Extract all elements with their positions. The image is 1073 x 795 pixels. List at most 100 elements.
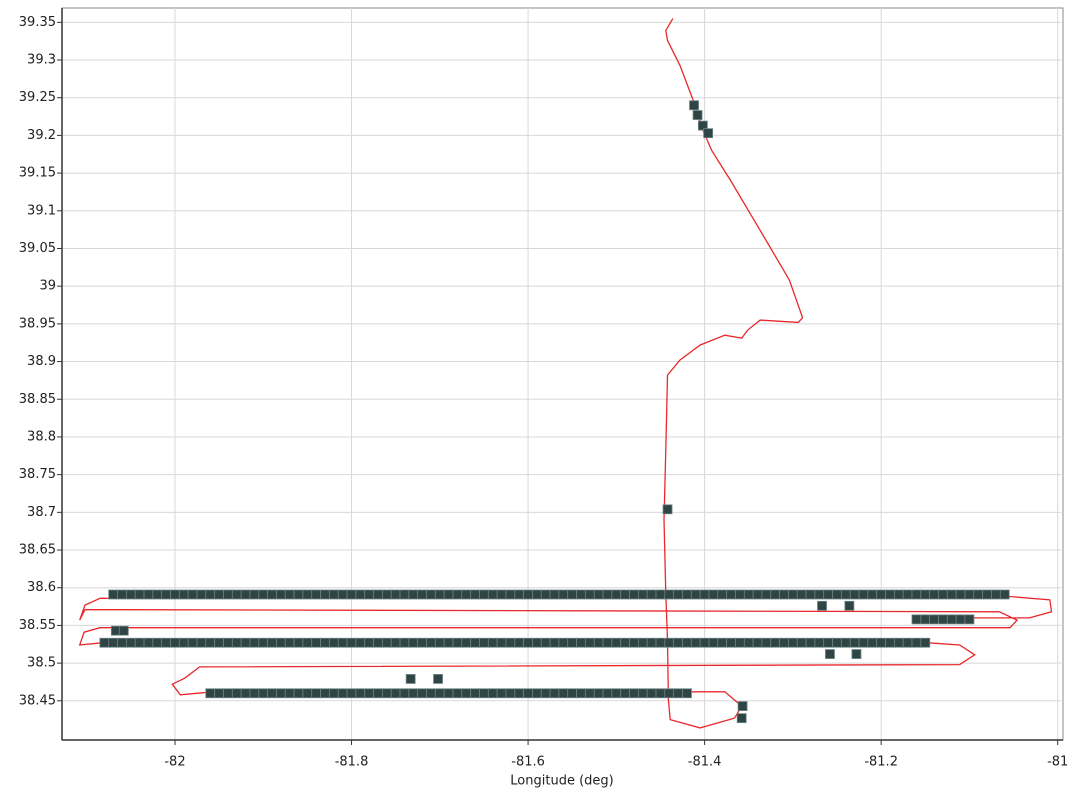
marker — [867, 589, 878, 600]
marker — [443, 688, 454, 699]
marker — [196, 589, 207, 600]
marker — [231, 637, 242, 648]
marker — [692, 110, 703, 120]
marker — [496, 688, 507, 699]
marker — [697, 120, 708, 131]
marker — [611, 637, 622, 648]
marker — [417, 589, 428, 600]
marker — [405, 674, 416, 684]
y-tick-label: 38.85 — [19, 392, 56, 407]
marker — [487, 589, 498, 600]
marker — [514, 589, 525, 600]
marker — [823, 589, 834, 600]
marker — [699, 637, 710, 648]
marker — [602, 637, 613, 648]
marker — [346, 637, 357, 648]
marker — [433, 674, 443, 684]
marker — [999, 589, 1010, 600]
marker — [743, 637, 754, 648]
marker — [602, 589, 613, 600]
marker — [390, 688, 401, 699]
x-axis-title: Longitude (deg) — [510, 774, 613, 789]
marker — [399, 637, 410, 648]
marker — [946, 589, 957, 600]
x-tick-label: -82 — [164, 755, 185, 770]
marker — [452, 688, 463, 699]
marker — [832, 589, 842, 600]
marker — [805, 589, 816, 600]
plot-area — [61, 7, 1064, 741]
marker — [381, 589, 392, 600]
marker — [514, 688, 525, 699]
marker — [735, 589, 745, 600]
marker — [381, 688, 392, 699]
marker — [214, 589, 225, 600]
marker — [770, 637, 781, 648]
marker — [355, 688, 366, 699]
marker — [938, 614, 948, 625]
marker — [532, 688, 542, 699]
marker — [726, 589, 736, 600]
marker — [885, 637, 895, 648]
marker — [646, 589, 657, 600]
marker — [611, 688, 622, 699]
marker — [902, 637, 913, 648]
marker — [249, 688, 260, 699]
y-tick-label: 38.95 — [19, 316, 56, 331]
y-tick-label: 38.7 — [27, 505, 56, 520]
marker — [902, 589, 913, 600]
marker — [629, 637, 639, 648]
marker — [399, 688, 410, 699]
marker — [284, 688, 295, 699]
marker — [664, 589, 675, 600]
marker — [540, 637, 551, 648]
marker — [726, 637, 736, 648]
marker — [735, 637, 745, 648]
marker — [761, 637, 772, 648]
marker — [576, 637, 586, 648]
marker — [920, 637, 931, 648]
marker — [505, 589, 516, 600]
marker — [426, 688, 436, 699]
marker — [276, 589, 286, 600]
marker — [117, 637, 127, 648]
marker — [690, 637, 701, 648]
marker — [637, 688, 648, 699]
marker — [840, 589, 851, 600]
marker — [125, 637, 136, 648]
marker — [214, 688, 225, 699]
marker — [364, 589, 375, 600]
y-tick-label: 38.8 — [27, 429, 56, 444]
marker — [355, 637, 366, 648]
marker — [461, 589, 472, 600]
marker — [143, 589, 154, 600]
marker — [787, 637, 798, 648]
marker — [496, 637, 507, 648]
marker — [858, 637, 869, 648]
marker — [223, 589, 233, 600]
marker — [487, 637, 498, 648]
marker — [558, 589, 569, 600]
marker — [796, 637, 807, 648]
marker — [736, 713, 747, 724]
marker — [276, 637, 286, 648]
marker — [125, 589, 136, 600]
marker — [302, 589, 313, 600]
marker — [178, 637, 189, 648]
marker — [761, 589, 772, 600]
marker — [876, 637, 887, 648]
marker — [187, 589, 198, 600]
marker — [408, 589, 419, 600]
y-tick-label: 39.3 — [27, 53, 56, 68]
marker — [770, 589, 781, 600]
marker — [320, 589, 330, 600]
marker — [682, 688, 692, 699]
marker — [911, 589, 922, 600]
marker — [267, 688, 277, 699]
marker — [196, 637, 207, 648]
marker — [673, 637, 684, 648]
marker — [99, 637, 110, 648]
marker — [223, 688, 233, 699]
